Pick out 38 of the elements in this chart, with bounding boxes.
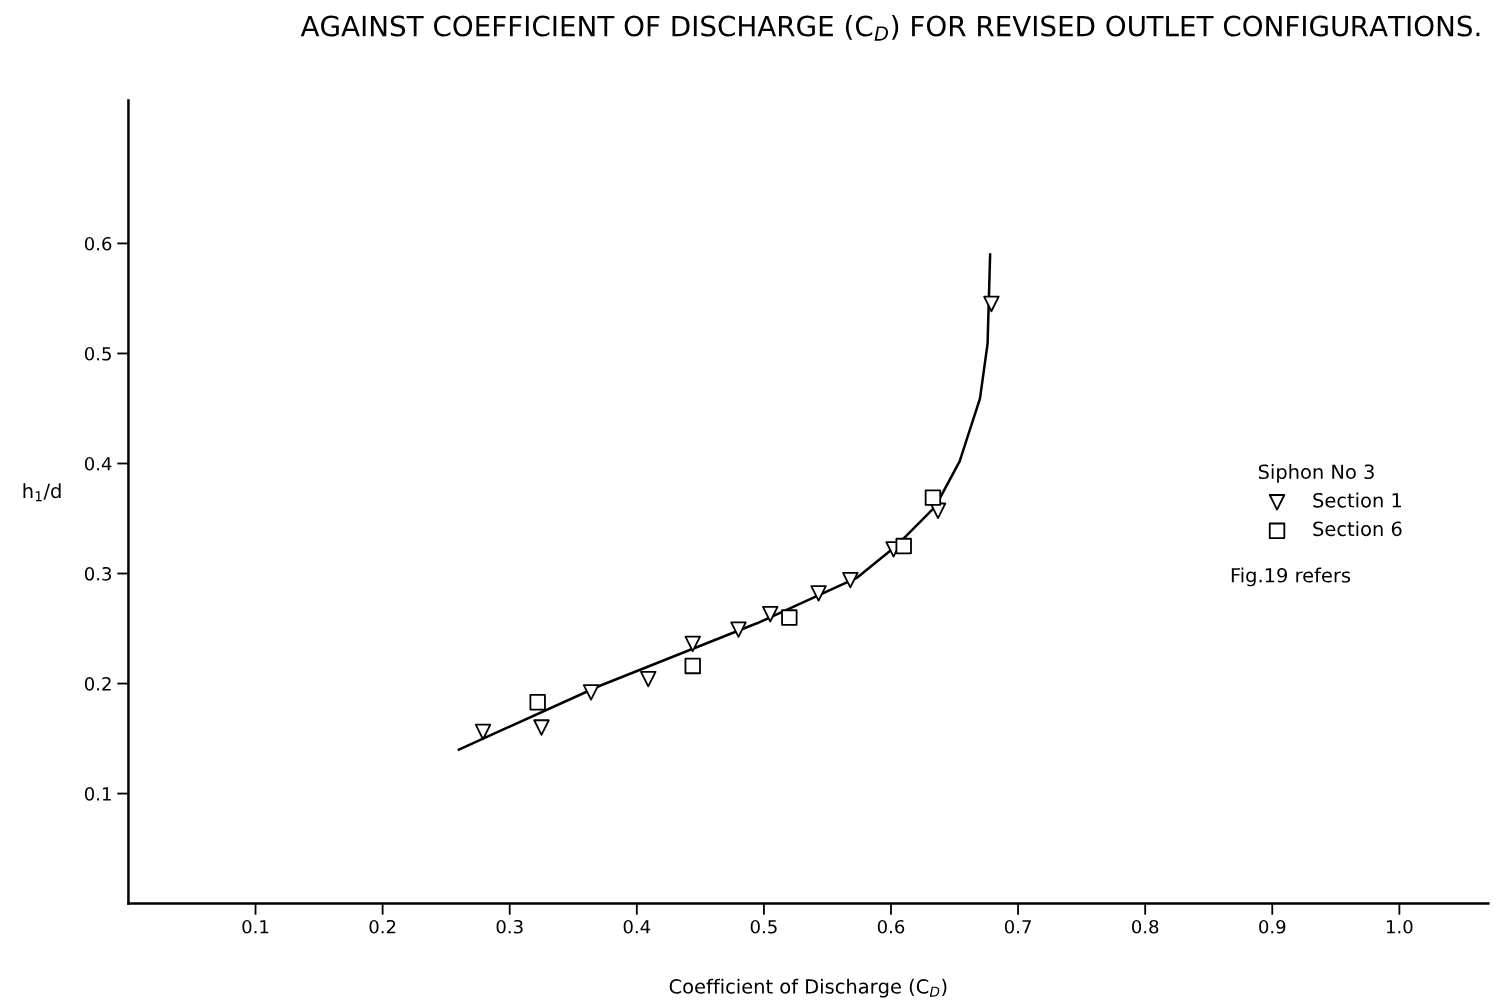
- x-tick-label: 0.6: [877, 919, 905, 934]
- x-tick-label: 0.4: [623, 919, 651, 934]
- y-axis-title: h$_{1}$/d: [23, 483, 61, 502]
- x-tick-label: 1.0: [1387, 919, 1413, 934]
- point: [529, 694, 546, 711]
- point: [781, 609, 798, 626]
- y-tick-label: 0.2: [84, 677, 111, 691]
- y-tick-label: 0.1: [84, 787, 111, 801]
- point: [730, 621, 747, 638]
- y-tick-label: 0.6: [84, 236, 112, 251]
- x-tick-label: 0.2: [369, 919, 396, 934]
- legend-title: Siphon No 3: [1258, 464, 1374, 483]
- legend-label: Section 6: [1313, 521, 1402, 537]
- point: [762, 606, 779, 623]
- point: [582, 684, 600, 701]
- point: [684, 657, 701, 675]
- chart-title: AGAINST COEFFICIENT OF DISCHARGE (C$_{D}$) FOR REVISED OUTLET CONFIGURATIONS.: [300, 15, 1480, 41]
- y-tick-label: 0.4: [84, 456, 112, 471]
- y-tick-label: 0.5: [84, 346, 111, 361]
- point: [810, 585, 827, 602]
- point: [842, 571, 859, 589]
- y-tick-label: 0.3: [84, 566, 112, 581]
- point: [533, 719, 550, 736]
- x-tick-label: 0.1: [242, 919, 269, 934]
- x-tick-label: 0.7: [1004, 919, 1031, 934]
- point: [895, 537, 912, 555]
- legend-label: Section 1: [1313, 492, 1402, 508]
- annotation: Fig.19 refers: [1231, 567, 1351, 587]
- x-tick-label: 0.9: [1259, 919, 1286, 934]
- point: [684, 635, 701, 653]
- x-tick-label: 0.8: [1132, 919, 1159, 934]
- point: [924, 489, 942, 506]
- point: [983, 295, 1000, 313]
- point: [640, 670, 657, 688]
- x-tick-label: 0.5: [750, 919, 777, 934]
- x-tick-label: 0.3: [496, 919, 523, 934]
- x-axis-title: Coefficient of Discharge (C$_{D}$): [669, 978, 947, 998]
- point: [474, 723, 492, 741]
